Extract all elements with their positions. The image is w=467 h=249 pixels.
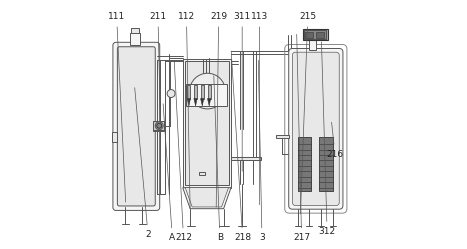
Text: 217: 217	[293, 34, 310, 243]
Bar	[185, 61, 228, 185]
Polygon shape	[185, 188, 228, 207]
Circle shape	[167, 90, 175, 98]
Bar	[200, 85, 204, 99]
Bar	[153, 121, 164, 131]
Bar	[319, 137, 333, 191]
Text: 216: 216	[326, 122, 344, 159]
Bar	[186, 84, 227, 106]
Polygon shape	[200, 99, 204, 106]
Bar	[298, 137, 311, 191]
Bar	[131, 28, 139, 33]
Bar	[130, 33, 140, 45]
Bar	[183, 59, 231, 188]
Circle shape	[155, 122, 163, 130]
Bar	[231, 157, 261, 160]
Text: 212: 212	[174, 61, 192, 243]
Text: A: A	[163, 104, 176, 243]
Polygon shape	[207, 99, 211, 106]
Polygon shape	[187, 99, 191, 106]
FancyBboxPatch shape	[292, 52, 339, 205]
Text: 211: 211	[149, 12, 167, 124]
Bar	[112, 132, 117, 142]
Text: 312: 312	[318, 42, 336, 236]
Text: 219: 219	[210, 12, 227, 207]
Text: 311: 311	[234, 12, 251, 171]
Bar	[317, 32, 324, 38]
Text: 2: 2	[134, 88, 151, 239]
Text: 112: 112	[178, 12, 195, 208]
Circle shape	[157, 123, 162, 128]
Text: 3: 3	[258, 61, 265, 243]
Text: 218: 218	[231, 51, 251, 243]
FancyBboxPatch shape	[289, 49, 343, 209]
Text: B: B	[214, 76, 223, 243]
Bar	[194, 85, 197, 99]
Bar	[304, 30, 326, 39]
Bar	[187, 85, 191, 99]
Text: 111: 111	[108, 12, 126, 202]
Circle shape	[190, 73, 226, 109]
Bar	[305, 32, 313, 38]
Text: 113: 113	[251, 12, 268, 205]
Bar	[309, 40, 317, 50]
Bar	[153, 121, 164, 130]
Text: 215: 215	[299, 12, 316, 213]
Bar	[207, 85, 211, 99]
Bar	[199, 172, 205, 175]
Bar	[303, 29, 327, 40]
FancyBboxPatch shape	[113, 42, 160, 210]
FancyBboxPatch shape	[117, 47, 155, 206]
Polygon shape	[183, 188, 231, 209]
Bar	[276, 135, 289, 138]
Polygon shape	[194, 99, 197, 106]
